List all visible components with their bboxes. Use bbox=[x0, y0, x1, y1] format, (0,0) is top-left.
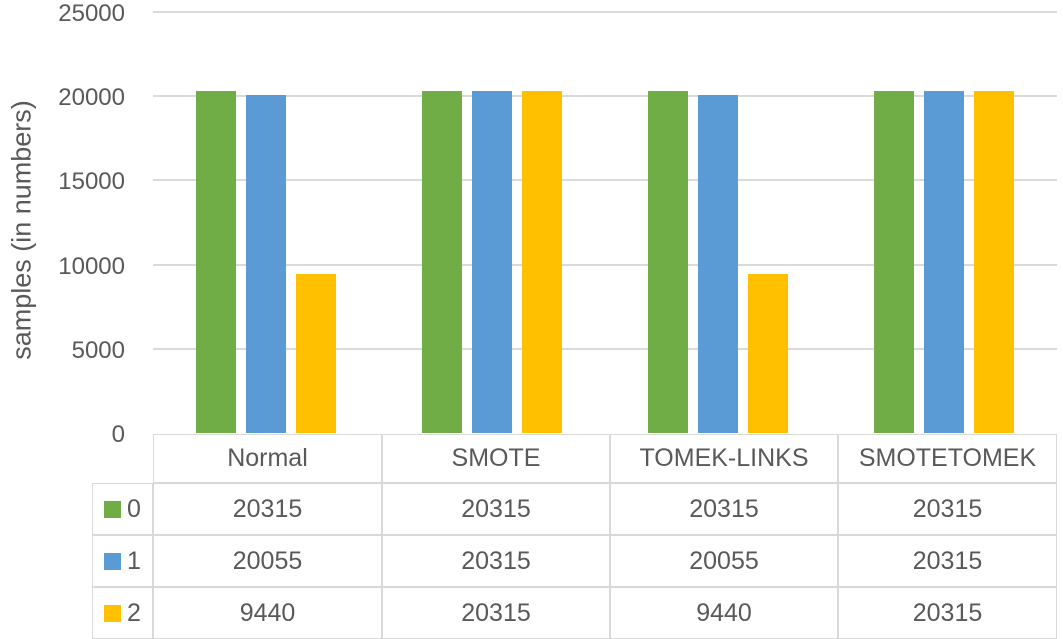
y-gridline bbox=[153, 95, 1057, 98]
legend-key-series-0: 0 bbox=[92, 483, 153, 535]
table-header-smote: SMOTE bbox=[382, 434, 610, 483]
y-axis-tick-label: 5000 bbox=[71, 336, 125, 364]
table-value-0-SMOTETOMEK: 20315 bbox=[838, 483, 1057, 535]
table-value-2-SMOTE: 20315 bbox=[382, 587, 610, 639]
table-value-1-SMOTE: 20315 bbox=[382, 535, 610, 587]
y-axis-tick-label: 20000 bbox=[58, 84, 125, 112]
table-value-0-SMOTE: 20315 bbox=[382, 483, 610, 535]
y-axis-tick-label: 25000 bbox=[58, 0, 125, 27]
table-value-0-TOMEK-LINKS: 20315 bbox=[610, 483, 838, 535]
table-value-2-SMOTETOMEK: 20315 bbox=[838, 587, 1057, 639]
legend-key-series-1: 1 bbox=[92, 535, 153, 587]
table-value-2-Normal: 9440 bbox=[153, 587, 382, 639]
y-gridline bbox=[153, 347, 1057, 350]
legend-series-label: 0 bbox=[127, 494, 141, 523]
legend-swatch-icon bbox=[104, 604, 122, 622]
table-header-tomek-links: TOMEK-LINKS bbox=[610, 434, 838, 483]
bar-series-1-SMOTE bbox=[472, 90, 512, 433]
table-value-1-Normal: 20055 bbox=[153, 535, 382, 587]
bar-series-2-Normal bbox=[296, 274, 336, 433]
bar-series-2-SMOTE bbox=[522, 90, 562, 433]
legend-swatch-icon bbox=[104, 500, 122, 518]
bar-series-1-TOMEK-LINKS bbox=[698, 95, 738, 433]
y-gridline bbox=[153, 179, 1057, 182]
table-header-smotetomek: SMOTETOMEK bbox=[838, 434, 1057, 483]
legend-series-label: 2 bbox=[127, 598, 141, 627]
table-value-2-TOMEK-LINKS: 9440 bbox=[610, 587, 838, 639]
y-axis-title: samples (in numbers) bbox=[6, 100, 37, 360]
bar-series-2-TOMEK-LINKS bbox=[748, 274, 788, 433]
table-value-0-Normal: 20315 bbox=[153, 483, 382, 535]
table-value-1-SMOTETOMEK: 20315 bbox=[838, 535, 1057, 587]
bar-series-1-Normal bbox=[246, 95, 286, 433]
legend-series-label: 1 bbox=[127, 546, 141, 575]
bar-series-0-SMOTETOMEK bbox=[874, 90, 914, 433]
legend-swatch-icon bbox=[104, 552, 122, 570]
bar-series-0-Normal bbox=[196, 90, 236, 433]
bar-series-1-SMOTETOMEK bbox=[924, 90, 964, 433]
bar-series-2-SMOTETOMEK bbox=[974, 90, 1014, 433]
table-value-1-TOMEK-LINKS: 20055 bbox=[610, 535, 838, 587]
y-gridline bbox=[153, 263, 1057, 266]
table-corner-spacer bbox=[92, 434, 153, 483]
bar-series-0-TOMEK-LINKS bbox=[648, 90, 688, 433]
y-axis-tick-label: 0 bbox=[111, 421, 125, 448]
y-gridline bbox=[153, 11, 1057, 13]
bar-series-0-SMOTE bbox=[422, 90, 462, 433]
y-axis-tick-label: 10000 bbox=[58, 252, 125, 280]
y-axis-tick-label: 15000 bbox=[58, 168, 125, 196]
legend-key-series-2: 2 bbox=[92, 587, 153, 639]
chart-data-table: Normal SMOTE TOMEK-LINKS SMOTETOMEK 0 20315 20… bbox=[92, 434, 1057, 639]
table-header-normal: Normal bbox=[153, 434, 382, 483]
